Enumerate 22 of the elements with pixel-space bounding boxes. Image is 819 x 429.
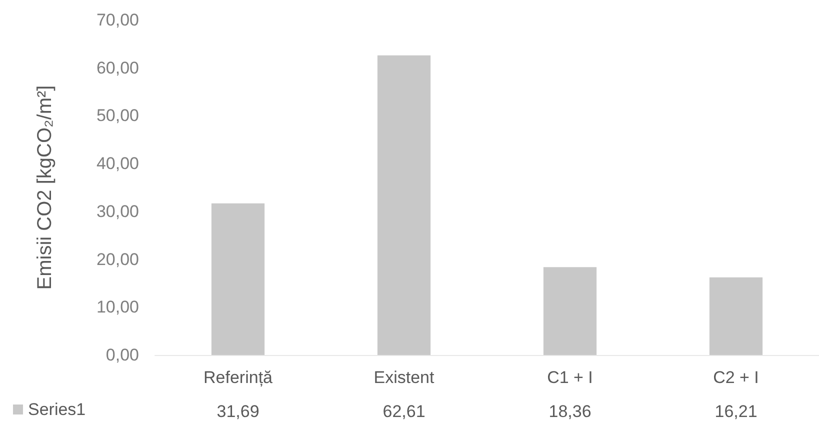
text: 16,21 xyxy=(714,402,758,421)
bar xyxy=(377,55,431,355)
y-tick-label: 0,00 xyxy=(106,346,139,364)
y-tick-label: 10,00 xyxy=(96,298,139,317)
x-tick-label: Referință xyxy=(204,368,274,387)
text: 62,61 xyxy=(382,402,426,421)
y-tick-label: 40,00 xyxy=(96,154,139,174)
x-tick-label: Existent xyxy=(374,368,435,387)
y-tick-label: 50,00 xyxy=(96,106,139,126)
bar xyxy=(709,277,763,355)
bar xyxy=(211,203,265,355)
y-tick-label: 70,00 xyxy=(96,10,139,30)
y-tick-label: 20,00 xyxy=(96,250,139,269)
y-tick-label: 30,00 xyxy=(96,202,139,221)
bar xyxy=(543,267,597,355)
x-tick-label: C2 + I xyxy=(713,368,759,387)
y-tick-label: 60,00 xyxy=(96,58,139,78)
text: 18,36 xyxy=(548,402,592,421)
text: 31,69 xyxy=(216,402,260,421)
x-tick-label: C1 + I xyxy=(547,368,593,387)
y-axis-title: Emisii CO2 [kgCO₂/m²] xyxy=(34,85,56,290)
legend-label: Series1 xyxy=(28,400,86,419)
